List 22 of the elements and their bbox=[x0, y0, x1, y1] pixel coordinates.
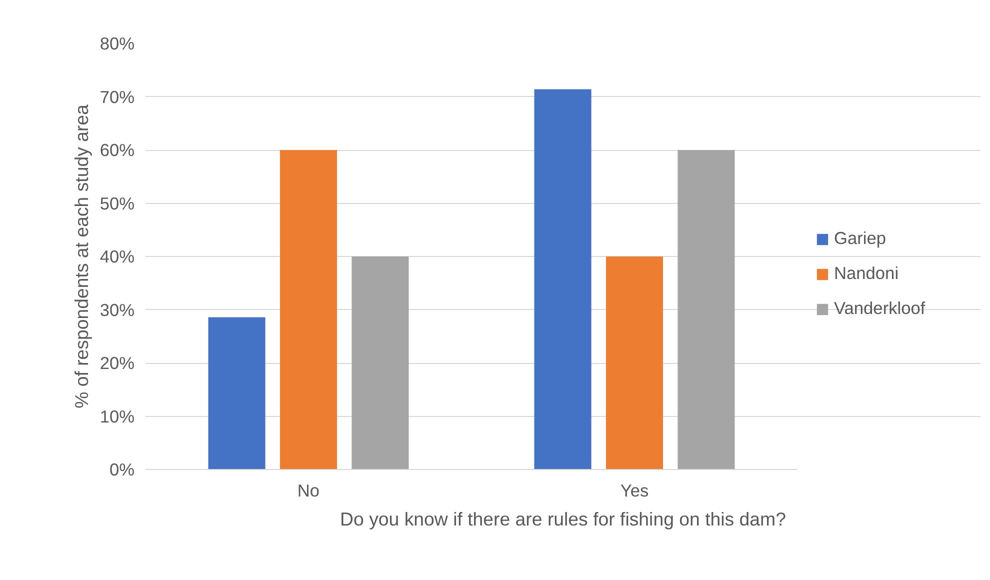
bar bbox=[606, 256, 664, 470]
legend-label: Vanderkloof bbox=[834, 298, 926, 319]
x-tick-label: Yes bbox=[620, 480, 649, 500]
y-tick-label: 30% bbox=[100, 300, 135, 320]
y-tick-label: 40% bbox=[100, 246, 135, 266]
y-tick-label: 50% bbox=[100, 193, 135, 214]
y-axis-title: % of respondents at each study area bbox=[70, 104, 92, 408]
y-tick-label: 20% bbox=[100, 353, 135, 373]
x-axis-title: Do you know if there are rules for fishing on this dam? bbox=[340, 508, 786, 530]
legend-label: Gariep bbox=[834, 228, 886, 249]
y-tick-label: 70% bbox=[100, 86, 135, 107]
bar bbox=[208, 317, 266, 470]
bar bbox=[352, 256, 409, 470]
y-tick-label: 0% bbox=[109, 460, 134, 480]
bar bbox=[280, 150, 338, 470]
bar bbox=[678, 150, 735, 470]
legend-label: Nandoni bbox=[834, 263, 899, 284]
y-tick-label: 80% bbox=[100, 34, 135, 54]
bar bbox=[534, 89, 592, 470]
x-tick-label: No bbox=[297, 480, 320, 500]
y-tick-label: 60% bbox=[100, 140, 135, 160]
y-tick-label: 10% bbox=[100, 406, 135, 426]
